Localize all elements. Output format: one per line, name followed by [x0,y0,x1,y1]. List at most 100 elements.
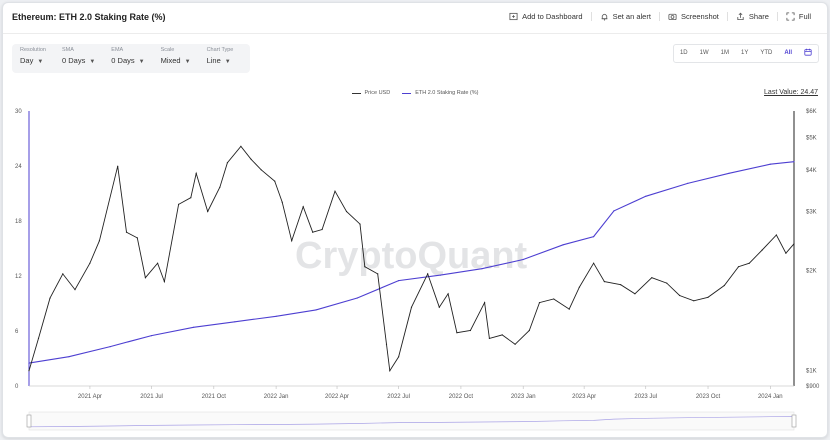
staking-rate-point [28,362,30,364]
left-axis-tick-label: 12 [15,274,22,280]
ema-value: 0 Days [111,56,135,65]
chart-header: Ethereum: ETH 2.0 Staking Rate (%) Add t… [3,3,827,34]
staking-rate-point [769,163,771,165]
right-axis-tick-label: $1K [806,369,817,375]
price-point [761,249,763,251]
staking-rate-point [728,172,730,174]
chevron-down-icon: ▼ [37,59,44,65]
sma-select[interactable]: SMA 0 Days ▼ [54,44,103,73]
left-axis-tick-label: 30 [15,109,22,115]
ema-select[interactable]: EMA 0 Days ▼ [103,44,152,73]
price-point [707,296,709,298]
price-point [620,284,622,286]
x-axis-tick-label: 2023 Apr [572,394,596,400]
price-point [775,234,778,236]
legend-swatch-price [351,92,361,94]
range-navigator [28,411,795,431]
price-point [157,262,159,264]
price-point [190,197,192,199]
fullscreen-button[interactable]: Full [776,12,819,21]
set-alert-button[interactable]: Set an alert [590,12,659,21]
chart-type-label: Chart Type [206,47,234,53]
range-ytd-button[interactable]: YTD [760,50,773,56]
price-point [274,180,276,182]
scale-value: Mixed [160,56,181,65]
share-button[interactable]: Share [726,12,777,21]
staking-rate-point [440,274,442,276]
price-point [250,158,252,160]
screenshot-button[interactable]: Screenshot [658,12,727,21]
add-to-dashboard-label: Add to Dashboard [522,12,583,21]
staking-rate-point [687,182,689,184]
calendar-button[interactable] [798,45,818,62]
chevron-down-icon: ▼ [138,59,145,65]
sma-label: SMA [62,47,74,53]
staking-rate-point [793,161,795,163]
price-point [785,252,787,254]
dashboard-icon [509,12,518,21]
staking-rate-point [68,356,70,358]
range-1d-button[interactable]: 1D [679,50,688,56]
price-point [793,243,795,245]
right-axis-tick-label: $3K [806,209,817,215]
range-1w-button[interactable]: 1W [699,50,709,56]
price-point [62,273,64,275]
header-actions: Add to Dashboard Set an alert Screenshot… [501,12,819,21]
chart-type-select[interactable]: Chart Type Line ▼ [199,44,242,73]
staking-rate-point [613,210,615,212]
calendar-icon [804,49,812,57]
chevron-down-icon: ▼ [89,59,96,65]
price-point [679,294,681,297]
price-point [98,240,100,242]
screenshot-label: Screenshot [680,12,719,21]
legend-item-price[interactable]: Price USD [351,90,390,96]
price-point [117,165,119,167]
staking-rate-point [562,244,564,246]
price-point [723,284,725,287]
set-alert-label: Set an alert [612,12,651,21]
price-point [125,231,128,233]
price-point [178,203,180,205]
staking-rate-point [315,309,317,311]
watermark: CryptoQuant [295,235,528,277]
price-point [312,231,314,233]
legend-label-staking: ETH 2.0 Staking Rate (%) [415,90,479,96]
chart-title: Ethereum: ETH 2.0 Staking Rate (%) [12,12,166,22]
price-point [634,293,636,295]
left-axis-tick-label: 24 [15,164,22,170]
add-to-dashboard-button[interactable]: Add to Dashboard [501,12,590,21]
chart-plot: 0 6 12 18 24 30 $900 $1K $2K $3K $4K $5K $6K 2021 Apr… [15,109,820,431]
price-point [438,306,440,308]
price-point [302,206,304,208]
price-point [345,210,348,213]
navigator-handle-left[interactable] [26,414,32,428]
left-axis-tick-label: 18 [15,219,22,225]
x-axis-tick-label: 2023 Oct [696,394,721,400]
scale-select[interactable]: Scale Mixed ▼ [153,44,199,73]
resolution-select[interactable]: Resolution Day ▼ [12,44,54,73]
price-point [410,306,413,308]
left-axis-tick-label: 6 [15,329,19,335]
fullscreen-icon [786,12,795,21]
x-axis-tick-label: 2021 Apr [78,394,102,400]
x-axis-tick-label: 2022 Oct [449,394,474,400]
share-label: Share [748,12,769,21]
ema-label: EMA [111,47,124,53]
staking-rate-point [192,326,195,328]
staking-rate-point [593,236,595,238]
legend-item-staking[interactable]: ETH 2.0 Staking Rate (%) [402,90,478,96]
range-1y-button[interactable]: 1Y [740,50,749,56]
range-1m-button[interactable]: 1M [720,50,729,56]
navigator-handle-right[interactable] [791,414,797,428]
price-line [28,145,795,372]
price-point [89,262,91,264]
price-point [456,332,458,334]
price-point [28,370,30,372]
price-point [144,277,146,279]
price-point [359,223,361,225]
range-all-button[interactable]: All [784,50,792,56]
price-point [488,337,490,339]
price-point [74,289,76,291]
price-point [291,240,293,242]
resolution-label: Resolution [20,47,46,53]
